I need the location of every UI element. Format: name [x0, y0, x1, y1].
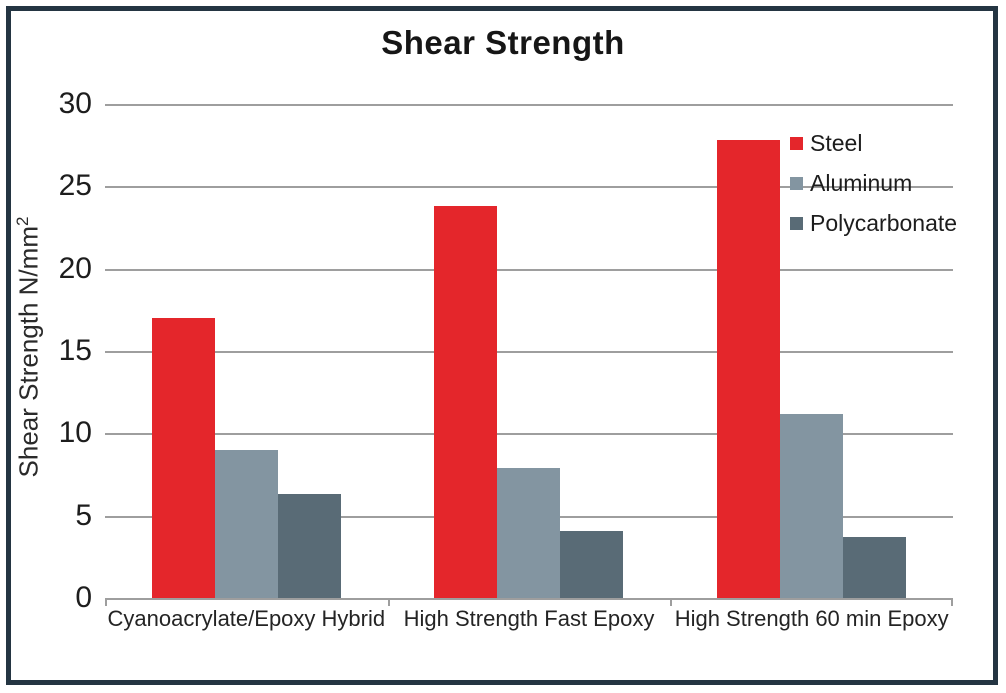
x-axis-line: [105, 598, 953, 600]
legend-label: Steel: [810, 130, 863, 156]
bar-steel-3: [717, 140, 781, 598]
legend-item-steel: Steel: [790, 130, 957, 157]
bar-aluminum-1: [214, 449, 278, 598]
gridline-30: [105, 104, 953, 106]
x-axis-tick-0: [105, 598, 107, 606]
chart-title: Shear Strength: [381, 24, 625, 61]
category-label-3: High Strength 60 min Epoxy: [674, 606, 949, 631]
legend-swatch-icon: [790, 217, 803, 230]
legend-item-aluminum: Aluminum: [790, 170, 957, 197]
bar-aluminum-3: [780, 413, 844, 598]
x-axis-tick-1: [387, 598, 390, 606]
legend-label: Aluminum: [810, 170, 913, 196]
category-label-1: Cyanoacrylate/Epoxy Hybrid: [107, 606, 386, 631]
legend: Steel Aluminum Polycarbonate: [790, 130, 957, 250]
bar-polycarbonate-1: [277, 494, 341, 598]
bar-cluster-2: [388, 104, 671, 598]
y-tick-label-15: 15: [58, 334, 92, 367]
y-tick-label-5: 5: [75, 498, 92, 532]
category-label-2: High Strength Fast Epoxy: [403, 606, 655, 631]
bar-cluster-3: [670, 104, 953, 598]
y-tick-label-25: 25: [58, 169, 92, 203]
x-axis-tick-2: [670, 598, 673, 606]
bar-cluster-1: [105, 104, 388, 598]
bar-polycarbonate-2: [560, 530, 624, 598]
y-tick-label-30: 30: [58, 87, 92, 120]
bar-polycarbonate-3: [843, 537, 907, 598]
bar-steel-2: [434, 206, 498, 598]
bar-steel-1: [151, 318, 215, 598]
legend-swatch-icon: [790, 177, 803, 190]
y-tick-label-20: 20: [58, 251, 92, 285]
gridline-20: [105, 268, 953, 271]
y-tick-label-0: 0: [75, 581, 92, 614]
gridline-15: [105, 351, 953, 353]
bar-aluminum-2: [497, 467, 561, 598]
gridline-25: [105, 186, 953, 189]
legend-swatch-icon: [790, 137, 803, 150]
legend-label: Polycarbonate: [810, 210, 958, 236]
gridline-10: [105, 433, 953, 436]
y-axis-title-superscript: 2: [13, 216, 32, 227]
y-tick-label-10: 10: [58, 416, 92, 450]
legend-item-polycarbonate: Polycarbonate: [790, 210, 957, 237]
x-axis-tick-3: [951, 598, 953, 606]
category-labels: Cyanoacrylate/Epoxy Hybrid High Strength …: [105, 606, 953, 640]
plot-area: Steel Aluminum Polycarbonate: [105, 104, 957, 606]
